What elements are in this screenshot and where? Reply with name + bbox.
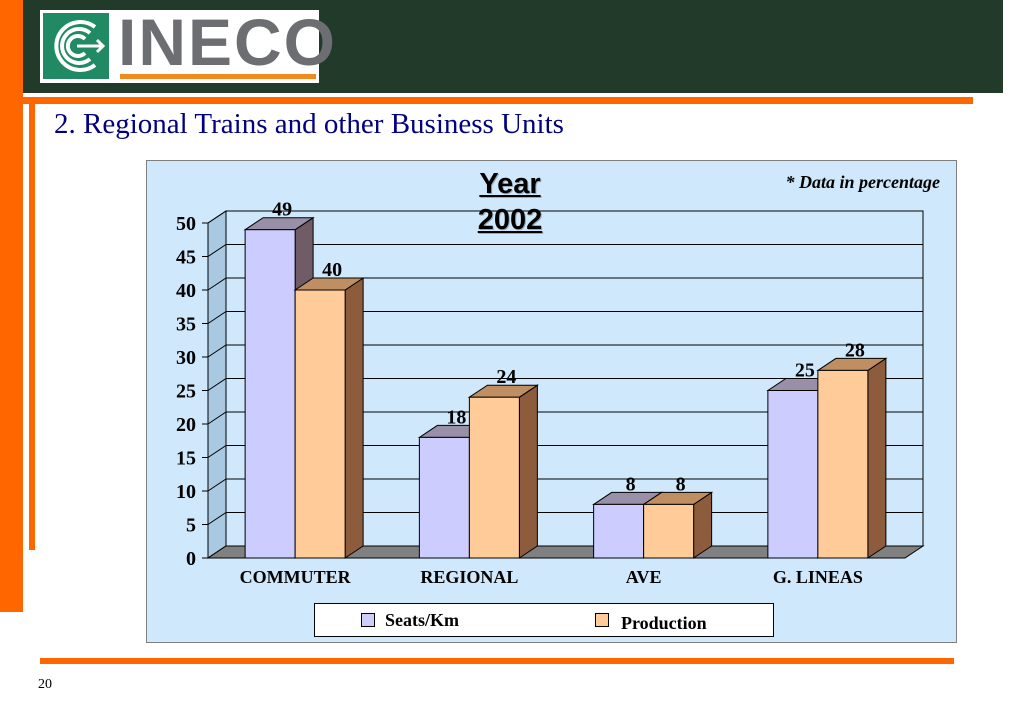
data-label-seats: 25 xyxy=(795,360,815,382)
data-label-production: 8 xyxy=(676,473,686,495)
y-tick-label: 10 xyxy=(176,481,196,503)
gridline xyxy=(207,411,923,425)
gridline xyxy=(207,445,923,458)
y-tick-label: 50 xyxy=(176,213,196,235)
x-category-label: G. LINEAS xyxy=(773,567,863,587)
y-tick-label: 20 xyxy=(176,414,196,436)
y-tick-label: 30 xyxy=(176,347,196,369)
vertical-orange-rule xyxy=(29,104,35,550)
x-category-label: REGIONAL xyxy=(420,567,518,587)
x-category-label: COMMUTER xyxy=(240,567,352,587)
bar-production xyxy=(294,289,346,559)
gridline xyxy=(207,210,923,224)
logo-text: INECO xyxy=(118,5,338,79)
chart-note: * Data in percentage xyxy=(785,172,941,192)
data-label-seats: 49 xyxy=(272,199,292,221)
logo: INECO xyxy=(40,6,335,83)
chart-legend: Seats/Km Production xyxy=(314,603,774,637)
data-label-seats: 8 xyxy=(626,473,636,495)
y-tick-label: 5 xyxy=(186,515,196,537)
bar-side-production xyxy=(344,277,364,559)
gridline xyxy=(207,478,923,492)
chart-title-line-2: 2002 xyxy=(477,204,543,236)
page-number: 20 xyxy=(38,677,52,692)
legend-swatch-production xyxy=(595,613,609,627)
x-category-label: AVE xyxy=(626,567,662,587)
top-orange-rule xyxy=(23,97,973,104)
gridline xyxy=(207,244,923,257)
gridline xyxy=(207,378,923,391)
bar-seats xyxy=(418,436,470,559)
left-orange-band xyxy=(0,0,23,612)
data-label-production: 28 xyxy=(845,339,865,361)
y-tick-label: 0 xyxy=(186,548,196,570)
bar-seats xyxy=(593,503,645,559)
data-label-production: 40 xyxy=(322,259,342,281)
gridline xyxy=(207,344,923,358)
legend-label-production: Production xyxy=(621,613,707,633)
bar-side-production xyxy=(518,384,538,559)
y-tick-label: 15 xyxy=(176,448,196,470)
legend-label-seats: Seats/Km xyxy=(385,610,459,630)
bar-production xyxy=(468,396,520,559)
bar-side-production xyxy=(867,357,887,559)
gridline xyxy=(207,277,923,291)
slide-title: 2. Regional Trains and other Business Un… xyxy=(54,108,564,140)
y-tick-label: 25 xyxy=(176,381,196,403)
bar-seats xyxy=(244,229,296,559)
data-label-production: 24 xyxy=(496,366,516,388)
bottom-orange-rule xyxy=(40,658,954,664)
bar-seats xyxy=(767,390,819,559)
bar-production xyxy=(817,369,869,559)
data-label-seats: 18 xyxy=(446,406,466,428)
y-tick-label: 35 xyxy=(176,314,196,336)
ineco-logo-mark-icon xyxy=(43,13,109,79)
y-tick-label: 40 xyxy=(176,280,196,302)
logo-underline xyxy=(120,74,316,79)
chart-title: Year 2002 xyxy=(468,166,552,238)
chart-title-line-1: Year xyxy=(479,168,541,200)
y-tick-label: 45 xyxy=(176,247,196,269)
bar-production xyxy=(643,503,695,559)
legend-swatch-seats xyxy=(361,613,375,627)
gridline xyxy=(207,311,923,324)
